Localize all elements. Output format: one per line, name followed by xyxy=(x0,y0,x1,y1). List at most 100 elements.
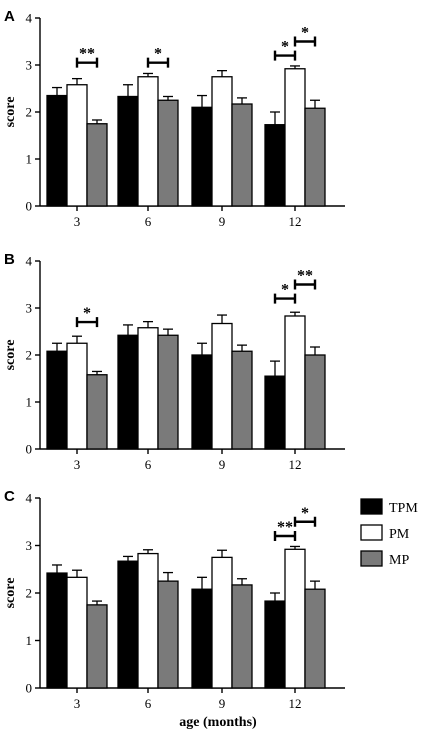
y-tick-label: 0 xyxy=(26,681,33,696)
bar-tpm-12 xyxy=(264,124,286,207)
significance-label: * xyxy=(83,305,91,322)
bar-tpm-6 xyxy=(117,334,139,450)
x-tick-label: 12 xyxy=(289,457,302,472)
significance-label: * xyxy=(154,46,162,63)
significance-bracket: * xyxy=(273,39,297,61)
x-tick-label: 6 xyxy=(145,214,152,229)
x-tick-label: 3 xyxy=(74,214,81,229)
x-tick-label: 12 xyxy=(289,214,302,229)
bar-mp-3 xyxy=(86,123,108,207)
legend-item-tpm: TPM xyxy=(360,498,418,516)
significance-bracket: * xyxy=(75,305,99,328)
y-tick-label: 4 xyxy=(26,491,33,506)
bar-tpm-6 xyxy=(117,560,139,689)
bar-pm-6 xyxy=(137,552,159,689)
y-tick-label: 3 xyxy=(26,301,33,316)
significance-label: ** xyxy=(297,268,313,285)
bar-mp-9 xyxy=(231,103,253,207)
significance-label: * xyxy=(281,39,289,56)
bar-pm-3 xyxy=(66,84,88,207)
bar-mp-6 xyxy=(157,334,179,450)
y-tick-label: 1 xyxy=(26,395,33,410)
bar-tpm-12 xyxy=(264,375,286,450)
significance-label: ** xyxy=(79,46,95,63)
y-tick-label: 3 xyxy=(26,538,33,553)
x-tick-label: 6 xyxy=(145,457,152,472)
bar-tpm-9 xyxy=(191,354,213,450)
bar-tpm-9 xyxy=(191,106,213,207)
legend-swatch xyxy=(360,498,383,515)
legend-item-mp: MP xyxy=(360,550,409,568)
significance-label: * xyxy=(301,25,309,42)
bar-tpm-3 xyxy=(46,350,68,450)
significance-label: * xyxy=(281,282,289,299)
legend-label: PM xyxy=(389,527,410,542)
bar-pm-9 xyxy=(211,76,233,207)
bar-pm-3 xyxy=(66,342,88,450)
significance-bracket: ** xyxy=(293,268,317,290)
y-tick-label: 2 xyxy=(26,586,33,601)
bar-tpm-12 xyxy=(264,600,286,689)
x-axis-label: age (months) xyxy=(179,715,257,730)
y-axis-label: score xyxy=(3,97,18,128)
significance-bracket: ** xyxy=(273,519,297,541)
bar-mp-12 xyxy=(304,588,326,689)
y-axis-label: score xyxy=(3,340,18,371)
bar-pm-9 xyxy=(211,556,233,689)
y-tick-label: 4 xyxy=(26,11,33,26)
bar-mp-12 xyxy=(304,354,326,450)
legend-swatch xyxy=(360,550,383,567)
y-tick-label: 2 xyxy=(26,105,33,120)
x-tick-label: 12 xyxy=(289,696,302,711)
significance-bracket: * xyxy=(293,505,317,527)
panel-letter: B xyxy=(4,251,15,268)
y-tick-label: 0 xyxy=(26,442,33,457)
bar-pm-6 xyxy=(137,76,159,207)
legend-label: TPM xyxy=(389,501,418,516)
y-axis-label: score xyxy=(3,578,18,609)
x-tick-label: 6 xyxy=(145,696,152,711)
bar-pm-12 xyxy=(284,548,306,689)
legend: TPM PM MP xyxy=(360,498,418,568)
bar-pm-3 xyxy=(66,576,88,689)
bar-mp-3 xyxy=(86,374,108,450)
bar-pm-6 xyxy=(137,327,159,450)
legend-swatch xyxy=(360,524,383,541)
x-tick-label: 9 xyxy=(219,457,226,472)
x-tick-label: 3 xyxy=(74,457,81,472)
bar-mp-6 xyxy=(157,99,179,207)
bar-tpm-9 xyxy=(191,588,213,689)
panel-letter: C xyxy=(4,488,15,505)
bar-mp-9 xyxy=(231,584,253,689)
y-tick-label: 1 xyxy=(26,152,33,167)
legend-label: MP xyxy=(389,553,409,568)
y-tick-label: 1 xyxy=(26,633,33,648)
x-tick-label: 9 xyxy=(219,696,226,711)
significance-bracket: ** xyxy=(75,46,99,68)
significance-label: ** xyxy=(277,519,293,536)
legend-item-pm: PM xyxy=(360,524,410,542)
bar-pm-12 xyxy=(284,68,306,207)
bar-tpm-3 xyxy=(46,94,68,207)
significance-bracket: * xyxy=(273,282,297,304)
y-tick-label: 3 xyxy=(26,58,33,73)
significance-bracket: * xyxy=(146,46,170,68)
y-tick-label: 0 xyxy=(26,199,33,214)
y-tick-label: 2 xyxy=(26,348,33,363)
panel-letter: A xyxy=(4,8,15,25)
y-tick-label: 4 xyxy=(26,254,33,269)
significance-label: * xyxy=(301,505,309,522)
x-tick-label: 3 xyxy=(74,696,81,711)
bar-tpm-6 xyxy=(117,95,139,207)
bar-mp-9 xyxy=(231,350,253,450)
bar-mp-12 xyxy=(304,107,326,207)
bar-tpm-3 xyxy=(46,572,68,689)
significance-bracket: * xyxy=(293,25,317,47)
bar-mp-6 xyxy=(157,580,179,689)
bar-mp-3 xyxy=(86,604,108,689)
bar-pm-12 xyxy=(284,315,306,450)
